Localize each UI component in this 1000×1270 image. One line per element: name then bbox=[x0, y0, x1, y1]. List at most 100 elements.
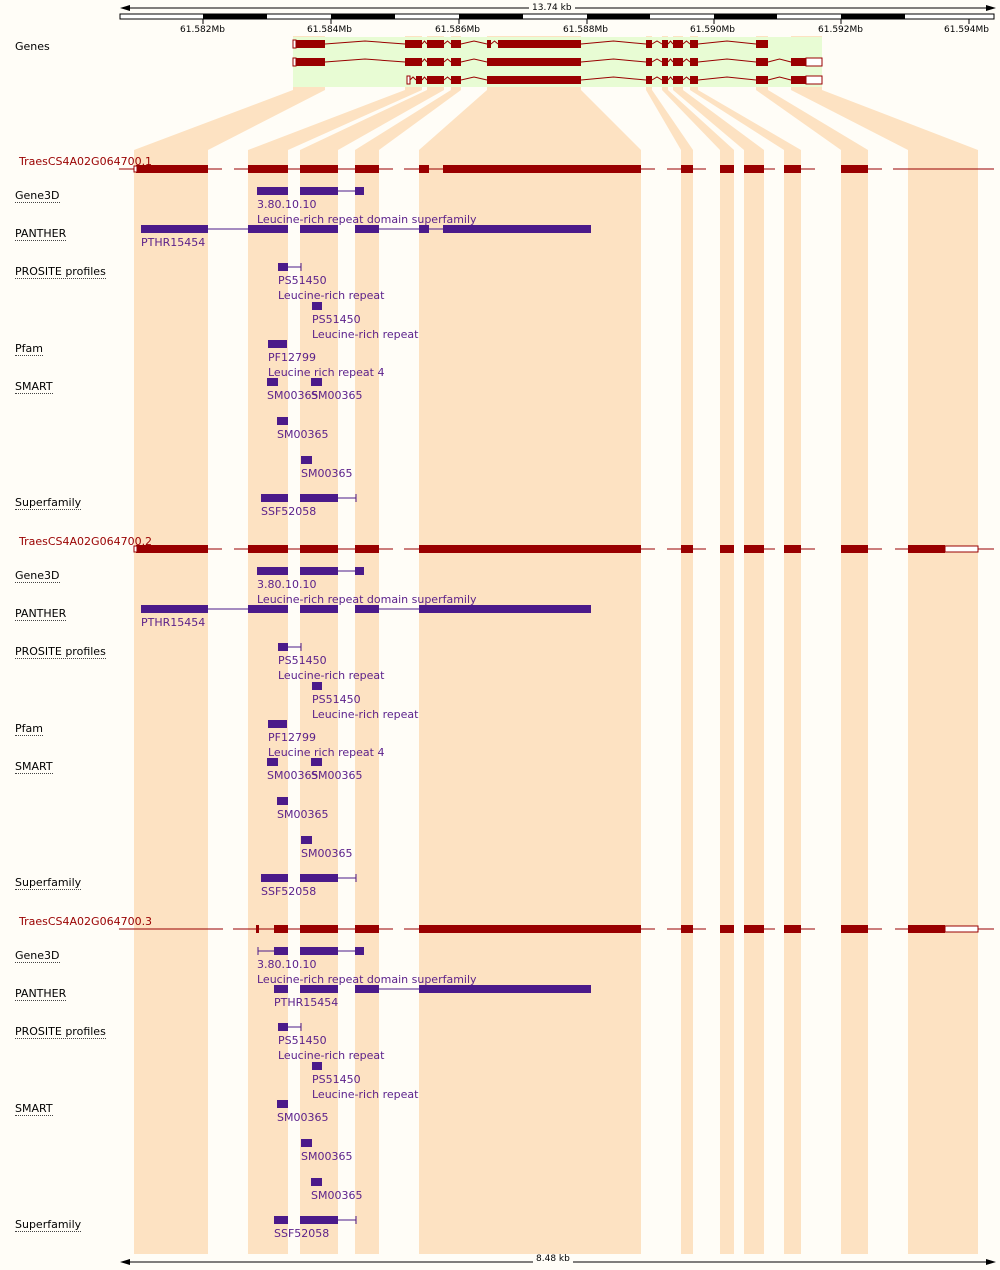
gene-exon bbox=[756, 76, 768, 84]
transcript-tracks: 3.80.10.10 Leucine-rich repeat domain sup… bbox=[119, 165, 994, 1240]
highlight-connector bbox=[791, 90, 978, 150]
highlight-connector bbox=[690, 90, 801, 150]
tick-label: 61.592Mb bbox=[815, 25, 866, 35]
ruler-arrow-left bbox=[120, 5, 130, 11]
track-label-prosite[interactable]: PROSITE profiles bbox=[15, 265, 106, 279]
domain-bar bbox=[355, 947, 364, 955]
track-label-panther[interactable]: PANTHER bbox=[15, 607, 67, 621]
gene-exon bbox=[451, 58, 461, 66]
gene-exon bbox=[756, 58, 768, 66]
highlight-column bbox=[784, 150, 801, 1254]
transcript-exon bbox=[355, 165, 379, 173]
track-label-smart[interactable]: SMART bbox=[15, 1102, 53, 1116]
transcript-exon bbox=[248, 545, 288, 553]
tick-label: 61.582Mb bbox=[177, 25, 228, 35]
gene-exon bbox=[405, 40, 422, 48]
gene-exon bbox=[427, 76, 444, 84]
feature-label: SSF52058 bbox=[261, 505, 316, 518]
intron-line bbox=[580, 40, 647, 45]
domain-bar bbox=[300, 225, 338, 233]
gene-exon bbox=[756, 40, 768, 48]
track-label-superfamily[interactable]: Superfamily bbox=[15, 876, 82, 890]
gene-exon bbox=[662, 76, 668, 84]
gene-exon bbox=[427, 40, 444, 48]
ruler-arrow-left bbox=[120, 1259, 130, 1265]
transcript-exon bbox=[841, 545, 868, 553]
domain-bar bbox=[300, 947, 338, 955]
domain-bar bbox=[257, 567, 288, 575]
feature-label: SM00365 bbox=[311, 1189, 362, 1202]
transcript-exon bbox=[419, 165, 429, 173]
transcript-exon bbox=[300, 165, 338, 173]
domain-bar bbox=[141, 225, 208, 233]
transcript-exon bbox=[784, 925, 801, 933]
domain-bar bbox=[277, 1100, 288, 1108]
track-label-superfamily[interactable]: Superfamily bbox=[15, 496, 82, 510]
track-label-superfamily[interactable]: Superfamily bbox=[15, 1218, 82, 1232]
domain-bar bbox=[355, 567, 364, 575]
domain-bar bbox=[300, 874, 338, 882]
transcript-exon bbox=[136, 545, 208, 553]
domain-bar bbox=[268, 340, 287, 348]
intron-line bbox=[421, 58, 428, 63]
intron-line bbox=[324, 40, 406, 45]
feature-label: Leucine-rich repeat bbox=[278, 1049, 385, 1062]
transcript-exon bbox=[841, 925, 868, 933]
feature-label: Leucine rich repeat 4 bbox=[268, 366, 384, 379]
track-label-gene3d[interactable]: Gene3D bbox=[15, 569, 60, 583]
track-label-smart[interactable]: SMART bbox=[15, 380, 53, 394]
feature-label: Leucine rich repeat 4 bbox=[268, 746, 384, 759]
track-label-gene3d[interactable]: Gene3D bbox=[15, 189, 60, 203]
highlight-column bbox=[841, 150, 868, 1254]
exon-highlight-columns bbox=[134, 36, 978, 1254]
transcript-label[interactable]: TraesCS4A02G064700.3 bbox=[19, 915, 153, 928]
gene-exon bbox=[487, 58, 581, 66]
track-label-panther[interactable]: PANTHER bbox=[15, 227, 67, 241]
feature-label: SM00365 bbox=[267, 389, 318, 402]
feature-label: PS51450 bbox=[312, 313, 361, 326]
gene-exon bbox=[646, 40, 652, 48]
track-label-smart[interactable]: SMART bbox=[15, 760, 53, 774]
gene-utr bbox=[292, 39, 297, 49]
intron-line bbox=[682, 58, 691, 63]
tick-label: 61.584Mb bbox=[304, 25, 355, 35]
feature-label: Leucine-rich repeat domain superfamily bbox=[257, 593, 477, 606]
domain-bar bbox=[301, 1139, 312, 1147]
ruler-arrow-right bbox=[986, 5, 996, 11]
transcript-exon bbox=[419, 545, 641, 553]
intron-line bbox=[460, 76, 488, 81]
feature-label: SM00365 bbox=[301, 847, 352, 860]
transcript-exon bbox=[720, 545, 734, 553]
domain-bar bbox=[355, 187, 364, 195]
feature-label: PS51450 bbox=[278, 654, 327, 667]
domain-bar bbox=[443, 225, 591, 233]
track-label-pfam[interactable]: Pfam bbox=[15, 342, 43, 356]
intron-line bbox=[651, 40, 663, 45]
track-label-panther[interactable]: PANTHER bbox=[15, 987, 67, 1001]
transcript-exon bbox=[681, 545, 693, 553]
intron-line bbox=[682, 40, 691, 45]
transcript-exon bbox=[355, 925, 379, 933]
transcript-exon bbox=[355, 545, 379, 553]
domain-bar bbox=[311, 378, 322, 386]
track-label-prosite[interactable]: PROSITE profiles bbox=[15, 1025, 106, 1039]
domain-bar bbox=[278, 263, 288, 271]
track-label-pfam[interactable]: Pfam bbox=[15, 722, 43, 736]
domain-bar bbox=[300, 985, 338, 993]
transcript-utr bbox=[944, 545, 979, 553]
transcript-label[interactable]: TraesCS4A02G064700.1 bbox=[19, 155, 153, 168]
gene-exon bbox=[662, 58, 668, 66]
gene-exon bbox=[498, 40, 581, 48]
transcript-label[interactable]: TraesCS4A02G064700.2 bbox=[19, 535, 153, 548]
highlight-connector bbox=[355, 90, 461, 150]
domain-bar bbox=[277, 417, 288, 425]
track-label-prosite[interactable]: PROSITE profiles bbox=[15, 645, 106, 659]
feature-label: Leucine-rich repeat bbox=[278, 289, 385, 302]
highlight-connector bbox=[419, 90, 641, 150]
domain-bar bbox=[301, 836, 312, 844]
gene-exon bbox=[405, 58, 422, 66]
ruler-bottom-length: 8.48 kb bbox=[533, 1254, 573, 1264]
domain-bar bbox=[355, 225, 379, 233]
track-label-gene3d[interactable]: Gene3D bbox=[15, 949, 60, 963]
transcript-exon bbox=[443, 165, 641, 173]
